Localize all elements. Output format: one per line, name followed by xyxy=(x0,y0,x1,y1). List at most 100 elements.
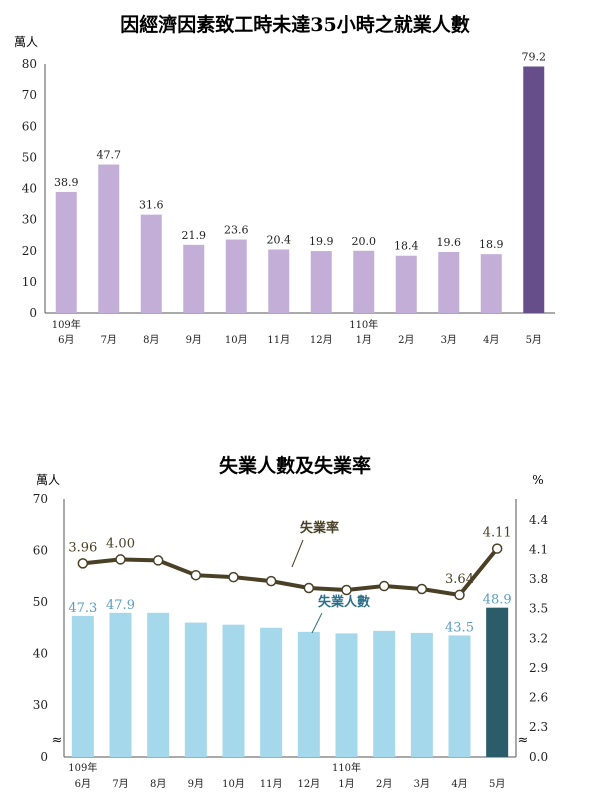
chart2-category-label: 3月 xyxy=(414,778,430,790)
chart2-bar xyxy=(373,630,396,757)
chart2-rate-point xyxy=(378,580,390,592)
chart1-data-label: 31.6 xyxy=(139,199,164,212)
chart2-rate-line xyxy=(77,543,503,601)
chart2-y-tick-right: 3.5 xyxy=(529,602,548,616)
chart1-data-label: 23.6 xyxy=(224,224,249,237)
chart1-category-label: 12月 xyxy=(310,334,333,346)
chart1-title: 因經濟因素致工時未達35小時之就業人數 xyxy=(120,13,469,36)
chart2-category-label: 6月 xyxy=(75,778,91,790)
chart1-data-label: 21.9 xyxy=(182,229,207,242)
chart2-bar-data-label: 47.9 xyxy=(106,598,135,613)
chart1-category-label: 7月 xyxy=(101,334,117,346)
chart2-rate-point xyxy=(265,575,277,587)
chart2-rate-point xyxy=(152,555,164,566)
chart1-category-label: 8月 xyxy=(143,334,159,346)
chart2-bar-data-label: 43.5 xyxy=(445,620,474,635)
chart2-bar xyxy=(109,612,132,757)
chart1-category-label: 3月 xyxy=(441,334,457,346)
chart1-bar xyxy=(225,239,247,313)
chart1-bar xyxy=(140,214,162,313)
chart2-category-label: 7月 xyxy=(112,778,128,790)
chart1-bar xyxy=(183,244,205,313)
chart1-category-label: 6月 xyxy=(58,334,74,346)
chart-weekly-hours-under-35: 因經濟因素致工時未達35小時之就業人數 萬人 0 10 20 30 40 50 60 70 80… xyxy=(14,13,555,346)
chart1-value-labels: 38.9 47.7 31.6 21.9 23.6 20.4 19.9 20.0 18.4 19.6… xyxy=(54,50,546,252)
chart2-rate-point xyxy=(190,569,202,581)
chart2-y-tick-left: 60 xyxy=(33,544,48,558)
chart1-category-label: 4月 xyxy=(483,334,499,346)
chart2-bar xyxy=(222,624,245,757)
chart-unemployment: 失業人數及失業率 萬人 % 0 30 40 50 60 70 0.0 2.3 2.6 2.9 3.… xyxy=(33,454,549,790)
chart1-data-label: 79.2 xyxy=(522,50,547,63)
chart1-year-label: 110年 xyxy=(349,318,378,331)
chart2-title: 失業人數及失業率 xyxy=(219,454,371,477)
chart2-y-unit-left: 萬人 xyxy=(36,473,60,487)
chart2-y-tick-left: 50 xyxy=(33,595,48,609)
chart2-y-tick-right: 2.9 xyxy=(529,661,548,675)
chart2-rate-point xyxy=(454,589,465,601)
axis-break-right: ≈ xyxy=(518,733,529,748)
chart2-rate-point xyxy=(416,583,428,595)
chart1-bar xyxy=(353,250,375,313)
chart2-rate-point xyxy=(491,543,503,554)
chart2-bar xyxy=(410,632,433,757)
chart1-bar xyxy=(523,66,545,314)
chart2-year-label: 110年 xyxy=(332,761,361,774)
chart2-y-tick-right: 2.6 xyxy=(529,690,548,704)
chart1-y-tick: 60 xyxy=(22,119,37,133)
chart1-y-tick: 50 xyxy=(22,150,37,164)
chart2-bar xyxy=(486,607,509,757)
chart2-bar xyxy=(335,633,358,757)
chart1-y-tick: 80 xyxy=(22,57,37,71)
chart1-data-label: 47.7 xyxy=(97,149,122,162)
chart2-y-tick-right: 3.2 xyxy=(529,631,548,645)
series-pointer-unemployed xyxy=(311,612,323,634)
chart2-y-tick-right: 2.3 xyxy=(529,720,548,734)
chart2-y-tick-right: 4.4 xyxy=(529,513,548,527)
chart2-bars xyxy=(71,607,509,757)
chart1-y-tick: 70 xyxy=(22,88,37,102)
chart1-year-label: 109年 xyxy=(52,318,81,331)
chart2-bar xyxy=(71,615,94,757)
chart2-y-tick-right: 4.1 xyxy=(529,543,548,557)
chart2-y-ticks-left: 0 30 40 50 60 70 xyxy=(33,492,48,764)
chart1-bar xyxy=(55,191,77,313)
chart2-rate-point xyxy=(115,554,126,565)
chart2-bar xyxy=(297,631,320,757)
chart2-bar xyxy=(448,635,471,757)
chart2-rate-point xyxy=(77,558,89,569)
chart2-category-label: 12月 xyxy=(297,778,320,790)
chart2-category-label: 1月 xyxy=(338,778,354,790)
chart1-data-label: 18.9 xyxy=(479,238,504,251)
chart2-bar-data-label: 48.9 xyxy=(483,593,512,608)
chart2-categories: 6月 7月 8月 9月 10月 11月 12月 1月 2月 3月 4月 5月 109年 110年 xyxy=(68,761,505,790)
chart2-category-label: 9月 xyxy=(188,778,204,790)
chart1-bar xyxy=(480,254,502,313)
chart1-y-tick: 20 xyxy=(22,244,37,258)
chart2-rate-data-label: 4.00 xyxy=(106,536,135,551)
chart2-category-label: 4月 xyxy=(451,778,467,790)
chart1-bar xyxy=(395,255,417,313)
chart2-y-unit-right: % xyxy=(532,473,543,487)
series-pointer-rate xyxy=(291,539,304,568)
chart2-y-tick-left: 0 xyxy=(40,750,48,764)
chart2-y-tick-right: 0.0 xyxy=(529,750,548,764)
chart2-year-label: 109年 xyxy=(68,761,97,774)
chart2-y-tick-left: 30 xyxy=(33,698,48,712)
chart2-rate-data-label: 4.11 xyxy=(483,526,512,541)
chart1-data-label: 19.6 xyxy=(437,236,462,249)
chart2-category-label: 11月 xyxy=(260,778,283,790)
chart2-rate-data-label: 3.96 xyxy=(68,540,97,555)
series-label-unemployed: 失業人數 xyxy=(318,594,370,610)
chart1-category-label: 11月 xyxy=(267,334,290,346)
chart1-y-tick: 0 xyxy=(29,306,37,320)
chart2-y-tick-right: 3.8 xyxy=(529,572,548,586)
chart2-rate-line-path xyxy=(82,547,499,598)
chart1-y-tick: 30 xyxy=(22,213,37,227)
chart1-category-label: 5月 xyxy=(526,334,542,346)
chart2-y-ticks-right: 0.0 2.3 2.6 2.9 3.2 3.5 3.8 4.1 4.4 xyxy=(529,513,548,764)
chart2-rate-point xyxy=(341,584,352,596)
chart2-category-label: 8月 xyxy=(150,778,166,790)
axis-break-left: ≈ xyxy=(52,733,63,748)
chart1-category-label: 10月 xyxy=(225,334,248,346)
